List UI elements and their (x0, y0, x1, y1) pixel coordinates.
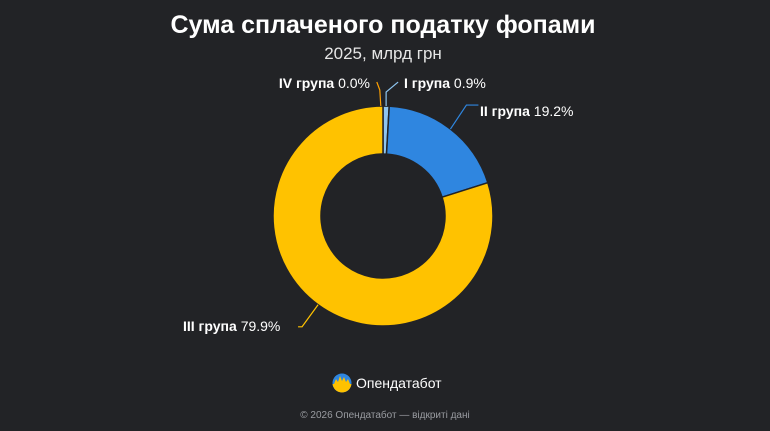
brand-name: Опендатабот (356, 375, 442, 391)
slice-label-4: IV група 0.0% (279, 75, 370, 91)
opendatabot-logo-icon (332, 373, 352, 393)
slice-label-3: III група 79.9% (183, 318, 280, 334)
copyright-text: © 2026 Опендатабот — відкриті дані (300, 409, 469, 421)
slice-2 (385, 105, 489, 199)
chart-subtitle: 2025, млрд грн (324, 44, 442, 63)
slice-label-2: II група 19.2% (480, 103, 574, 119)
slice-3 (272, 105, 494, 327)
donut-slices (272, 105, 494, 327)
brand: Опендатабот (332, 373, 442, 393)
label-leader-lines (298, 81, 479, 328)
slice-label-1: I група 0.9% (404, 75, 486, 91)
leader-line-2 (449, 104, 479, 130)
leader-line-4 (376, 81, 382, 107)
slice-labels: I група 0.9% II група 19.2% III група 79.9… (183, 75, 574, 334)
leader-line-3 (298, 304, 319, 328)
chart-title: Сума сплаченого податку фопами (171, 11, 596, 39)
leader-line-1 (385, 81, 399, 107)
